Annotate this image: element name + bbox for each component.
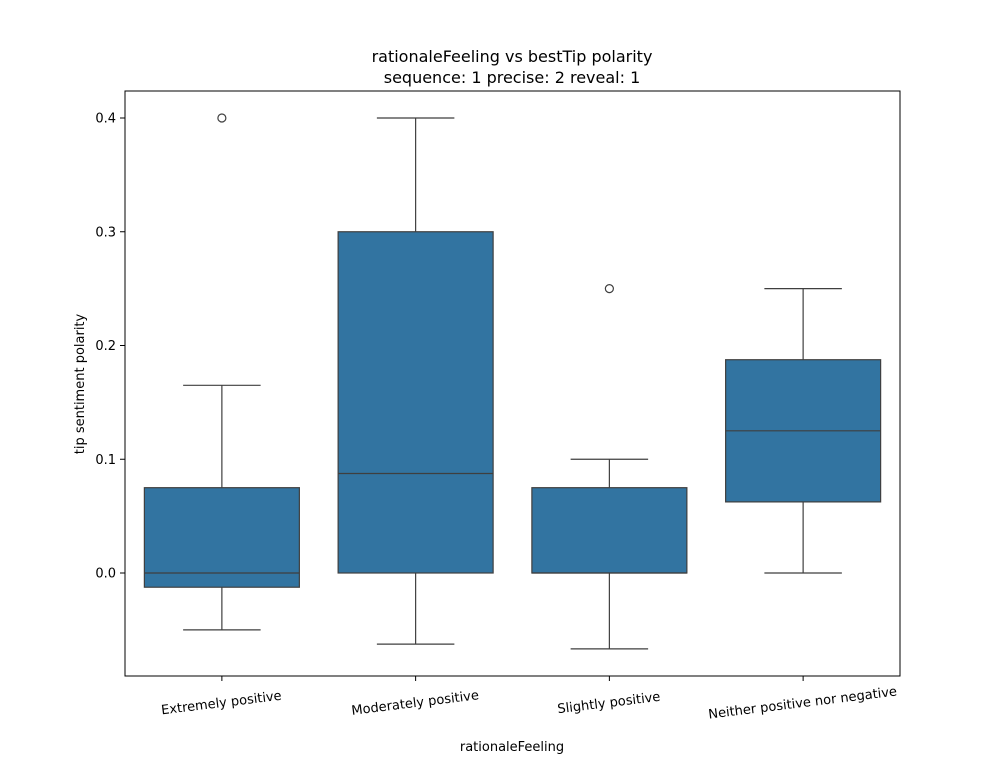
x-tick-label: Extremely positive xyxy=(160,689,282,719)
y-tick-label: 0.0 xyxy=(95,567,116,582)
x-tick-label: Neither positive nor negative xyxy=(708,685,898,723)
chart-subtitle: sequence: 1 precise: 2 reveal: 1 xyxy=(384,68,641,87)
y-tick-label: 0.3 xyxy=(95,225,116,240)
x-tick-label: Moderately positive xyxy=(351,688,480,719)
y-axis: 0.0 0.1 0.2 0.3 0.4 xyxy=(95,112,125,582)
box-group xyxy=(143,113,300,631)
y-tick-label: 0.4 xyxy=(95,112,116,127)
x-axis-label: rationaleFeeling xyxy=(460,740,564,755)
box xyxy=(143,487,300,588)
y-tick-label: 0.1 xyxy=(95,453,116,468)
box-group xyxy=(725,288,882,574)
outlier-point xyxy=(217,113,227,123)
y-axis-label: tip sentiment polarity xyxy=(73,313,88,454)
box-group xyxy=(337,117,494,645)
box xyxy=(337,231,494,574)
x-tick-label: Slightly positive xyxy=(557,690,662,718)
outlier-point xyxy=(604,284,614,294)
plot-frame xyxy=(124,90,901,677)
y-tick-label: 0.2 xyxy=(95,339,116,354)
chart-title: rationaleFeeling vs bestTip polarity xyxy=(372,47,653,66)
x-axis: Extremely positive Moderately positive Sli… xyxy=(160,676,898,723)
box-group xyxy=(531,284,688,650)
plot-area xyxy=(143,113,882,650)
box xyxy=(531,487,688,574)
